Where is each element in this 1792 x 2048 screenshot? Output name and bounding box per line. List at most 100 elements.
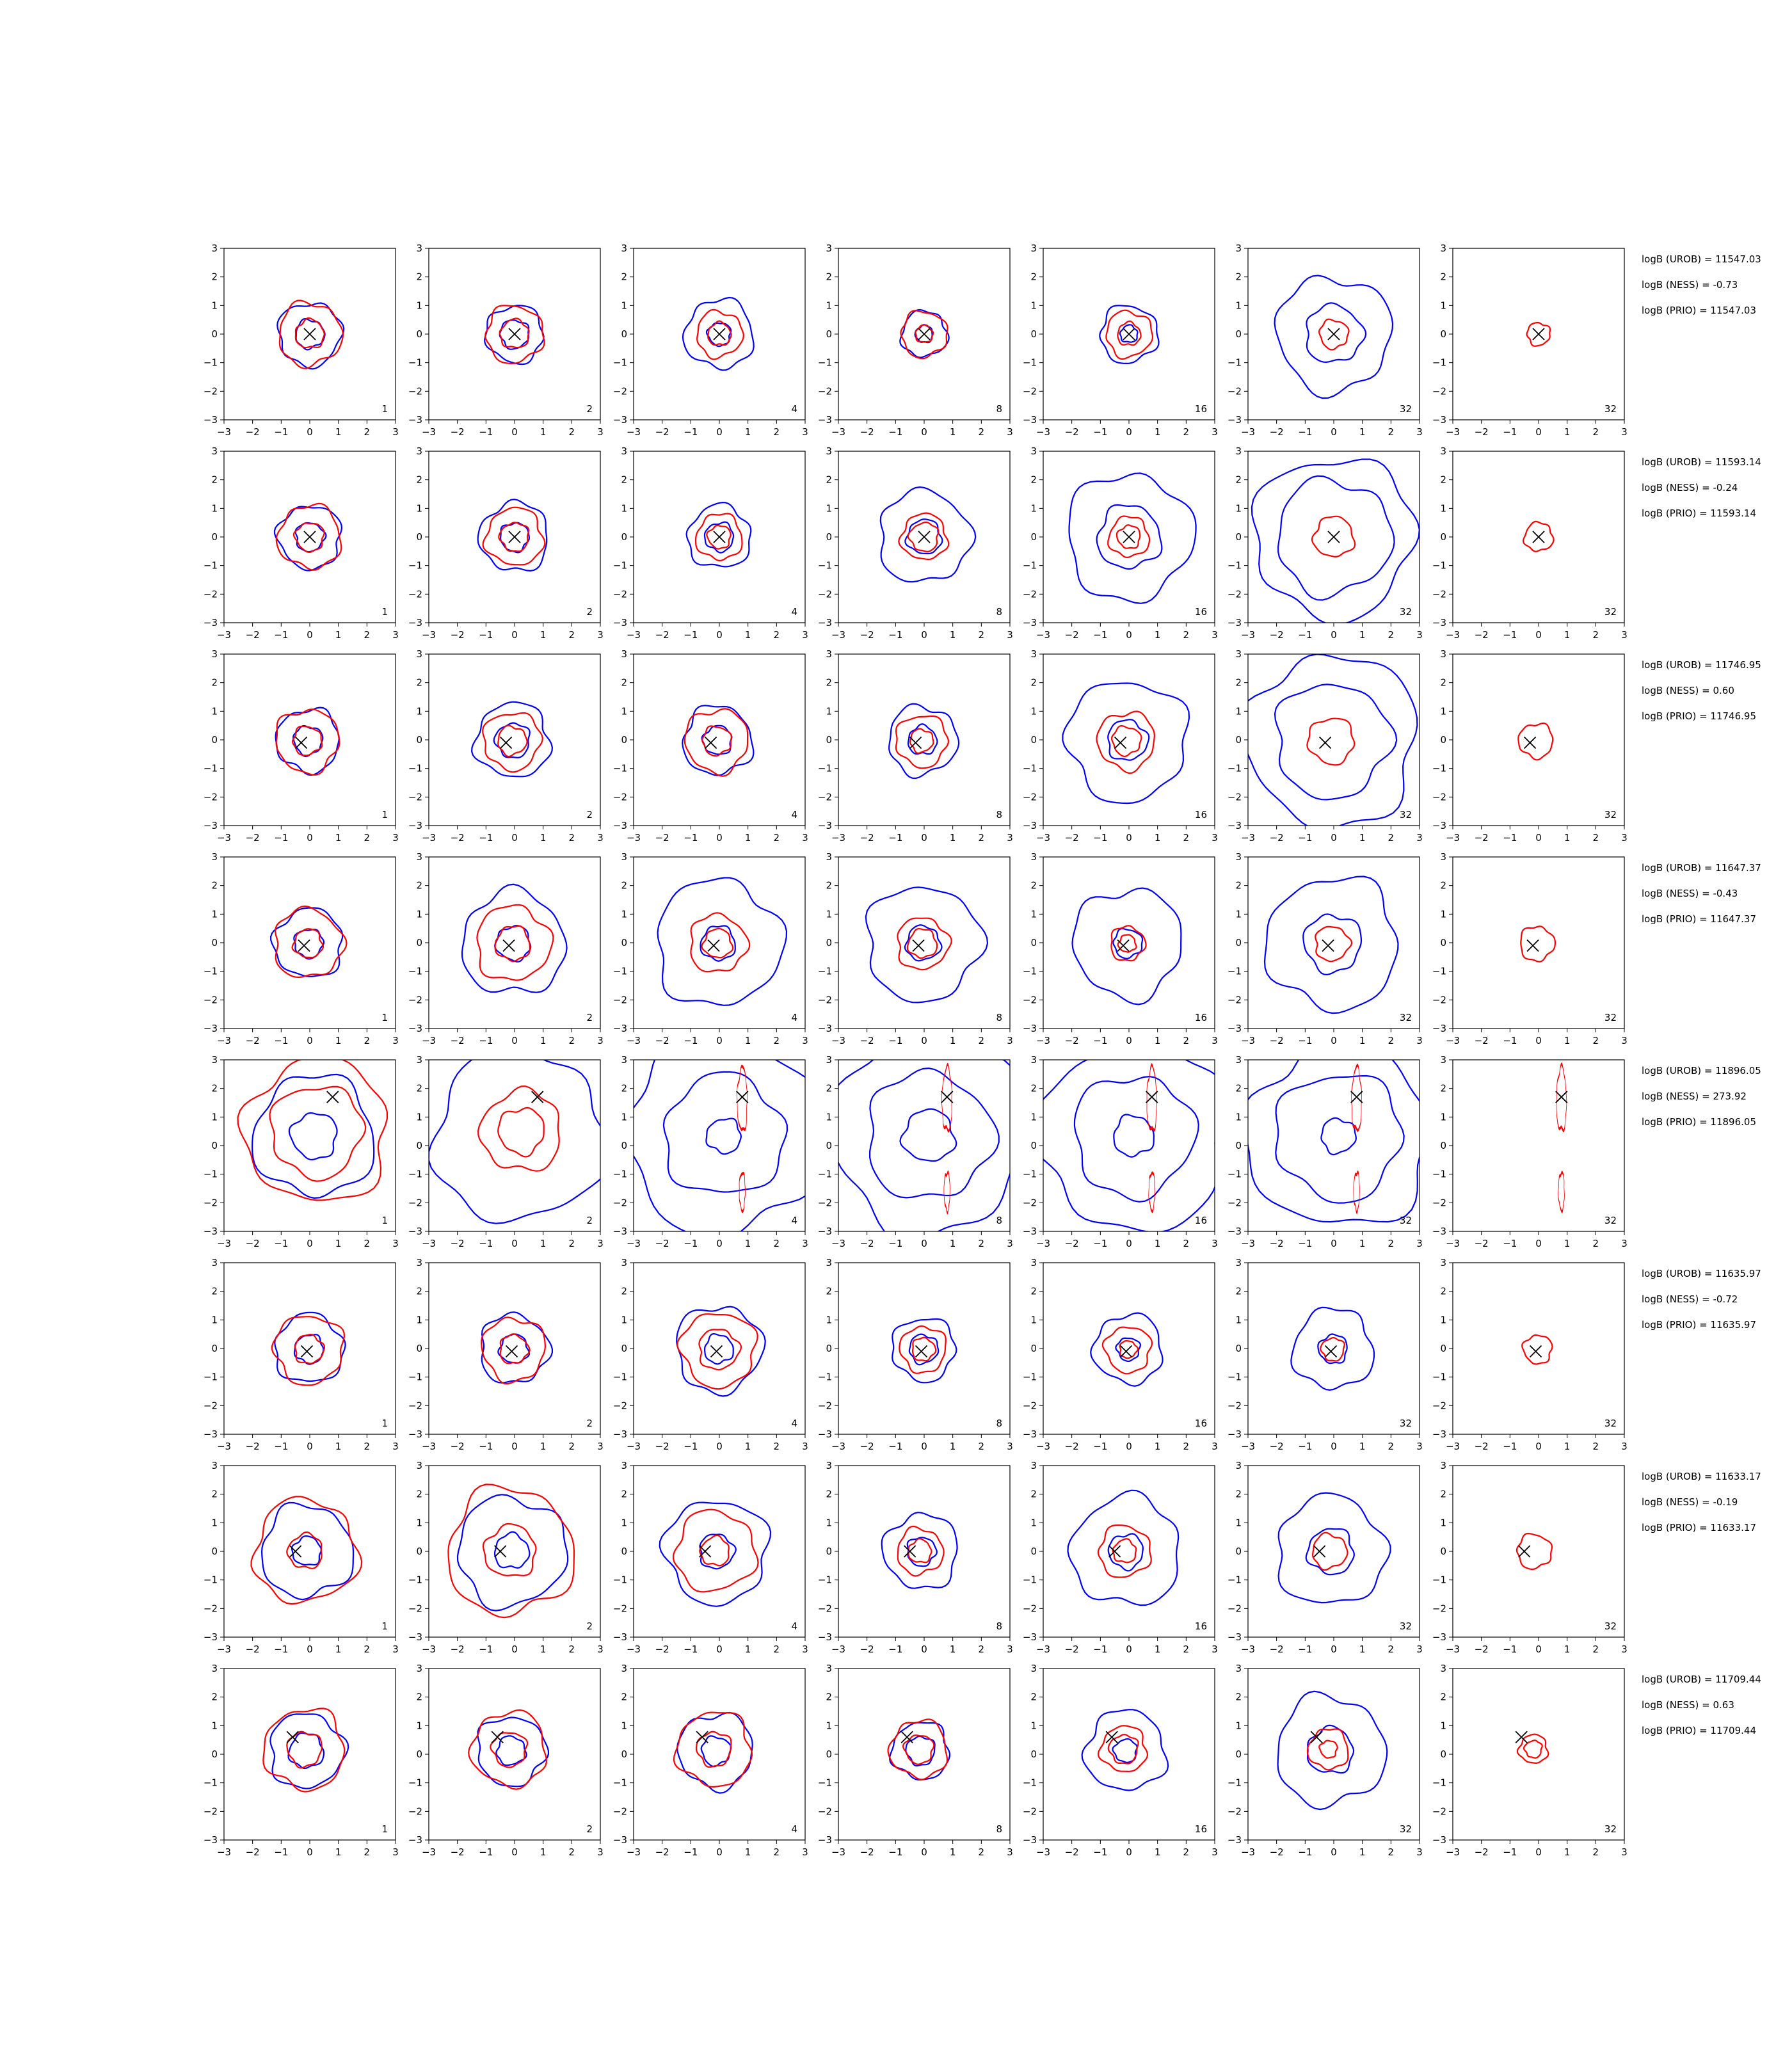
panel-count-label: 4 [791, 606, 797, 618]
panel-count-label: 16 [1195, 809, 1207, 820]
y-tick-label: −3 [1023, 1834, 1037, 1846]
x-tick-label: 3 [1007, 629, 1013, 641]
y-tick-label: 3 [621, 851, 627, 863]
x-tick-label: −3 [422, 1238, 436, 1249]
y-tick-label: 2 [1030, 474, 1037, 486]
x-tick-label: −2 [1270, 1035, 1284, 1046]
x-tick-label: 3 [392, 426, 399, 438]
blue-contour [1275, 1075, 1405, 1204]
y-tick-label: 3 [1440, 1054, 1446, 1066]
blue-contour [869, 1067, 1000, 1199]
y-tick-label: 0 [1030, 1748, 1037, 1760]
x-tick-label: 3 [392, 1238, 399, 1249]
y-tick-label: −2 [1228, 994, 1242, 1005]
y-tick-label: 2 [416, 677, 422, 689]
y-tick-label: −2 [1023, 1197, 1037, 1208]
panel-count-label: 16 [1195, 1823, 1207, 1835]
panel-count-label: 32 [1400, 403, 1412, 415]
x-tick-label: −2 [1065, 1238, 1079, 1249]
x-tick-label: 2 [364, 629, 371, 641]
panel-r1-c6: −3−3 −2 −2 −1 −1 0 0 1 1 2 2 3 3 32 [1228, 243, 1423, 438]
y-tick-label: 2 [621, 1286, 627, 1297]
panel-r6-c1: −3−3 −2 −2 −1 −1 0 0 1 1 2 2 3 3 1 [204, 1257, 399, 1452]
y-tick-label: 3 [1030, 445, 1037, 457]
y-tick-label: 1 [1235, 705, 1242, 717]
x-tick-label: −3 [627, 1441, 641, 1452]
x-tick-label: −3 [831, 1846, 845, 1858]
y-tick-label: −1 [204, 357, 218, 369]
axes-frame [1452, 1668, 1625, 1841]
x-tick-label: 1 [1359, 629, 1366, 641]
x-tick-label: −2 [1475, 1441, 1489, 1452]
x-tick-label: 2 [774, 1644, 780, 1655]
panel-r3-c3: −3−3 −2 −2 −1 −1 0 0 1 1 2 2 3 3 4 [613, 648, 808, 844]
x-tick-label: 3 [1416, 629, 1423, 641]
y-tick-label: −2 [1023, 1400, 1037, 1411]
y-tick-label: −3 [818, 1834, 832, 1846]
x-tick-label: 0 [1331, 629, 1337, 641]
y-tick-label: 3 [1235, 648, 1242, 660]
true-value-marker [1117, 939, 1130, 952]
y-tick-label: 1 [621, 1517, 627, 1528]
panel-r6-c7: −3−3 −2 −2 −1 −1 0 0 1 1 2 2 3 3 32 [1432, 1257, 1628, 1452]
y-tick-label: −1 [613, 357, 627, 369]
x-tick-label: −2 [860, 629, 874, 641]
x-tick-label: 1 [950, 1441, 956, 1452]
axes-frame [428, 856, 601, 1029]
blue-contour [273, 506, 343, 572]
x-tick-label: 0 [511, 1441, 518, 1452]
y-tick-label: −2 [408, 1197, 422, 1208]
x-tick-label: 2 [1183, 426, 1190, 438]
y-tick-label: 2 [211, 1692, 218, 1703]
x-tick-label: −2 [246, 426, 260, 438]
y-tick-label: 0 [416, 328, 422, 340]
panel-count-label: 16 [1195, 1215, 1207, 1226]
x-tick-label: −1 [1298, 1441, 1312, 1452]
x-tick-label: 0 [307, 1238, 313, 1249]
y-tick-label: 3 [1235, 1663, 1242, 1674]
panel-count-label: 2 [586, 809, 593, 820]
y-tick-label: 0 [416, 1140, 422, 1151]
x-tick-label: 2 [1183, 1441, 1190, 1452]
y-tick-label: −1 [204, 966, 218, 977]
y-tick-label: 3 [416, 1663, 422, 1674]
x-tick-label: 1 [950, 426, 956, 438]
x-tick-label: 0 [921, 1441, 927, 1452]
x-tick-label: −1 [1298, 832, 1312, 844]
y-tick-label: −1 [613, 1169, 627, 1180]
panel-count-label: 1 [381, 1418, 388, 1429]
panel-r3-c2: −3−3 −2 −2 −1 −1 0 0 1 1 2 2 3 3 2 [408, 648, 604, 844]
x-tick-label: −1 [684, 1238, 698, 1249]
panel-count-label: 1 [381, 606, 388, 618]
x-tick-label: 1 [1155, 1238, 1161, 1249]
red-contour [672, 1508, 759, 1593]
y-tick-label: 0 [1235, 734, 1242, 746]
y-tick-label: −2 [1432, 791, 1446, 803]
y-tick-label: 1 [1235, 300, 1242, 311]
y-tick-label: 0 [1235, 1140, 1242, 1151]
y-tick-label: −2 [1228, 385, 1242, 397]
y-tick-label: −3 [204, 820, 218, 831]
x-tick-label: 0 [1126, 832, 1132, 844]
x-tick-label: −2 [655, 1441, 669, 1452]
y-tick-label: −3 [1432, 617, 1446, 628]
blue-contour [682, 296, 755, 371]
x-tick-label: 0 [511, 629, 518, 641]
y-tick-label: −3 [1432, 1631, 1446, 1643]
y-tick-label: −3 [818, 414, 832, 426]
x-tick-label: −3 [1036, 832, 1050, 844]
row-stat-label: logB (PRIO) = 11896.05 [1642, 1116, 1756, 1128]
panel-count-label: 4 [791, 1215, 797, 1226]
true-value-marker [941, 1091, 954, 1103]
x-tick-label: 0 [1331, 1644, 1337, 1655]
y-tick-label: 0 [1235, 937, 1242, 948]
y-tick-label: 1 [1030, 705, 1037, 717]
row-stat-label: logB (UROB) = 11547.03 [1642, 253, 1761, 265]
y-tick-label: 3 [1030, 851, 1037, 863]
x-tick-label: 1 [745, 426, 751, 438]
red-contour [1516, 1532, 1553, 1571]
y-tick-label: 0 [1030, 1343, 1037, 1354]
y-tick-label: 1 [1440, 908, 1446, 920]
x-tick-label: 2 [979, 1035, 985, 1046]
